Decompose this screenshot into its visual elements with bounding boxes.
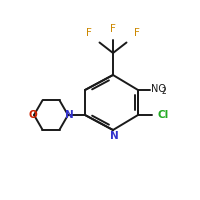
Text: N: N — [110, 131, 118, 141]
Text: O: O — [29, 110, 37, 120]
Text: F: F — [134, 28, 140, 38]
Text: 2: 2 — [162, 86, 166, 96]
Text: F: F — [86, 28, 92, 38]
Text: N: N — [65, 110, 73, 120]
Text: NO: NO — [151, 84, 166, 94]
Text: F: F — [110, 24, 116, 34]
Text: Cl: Cl — [157, 110, 168, 120]
